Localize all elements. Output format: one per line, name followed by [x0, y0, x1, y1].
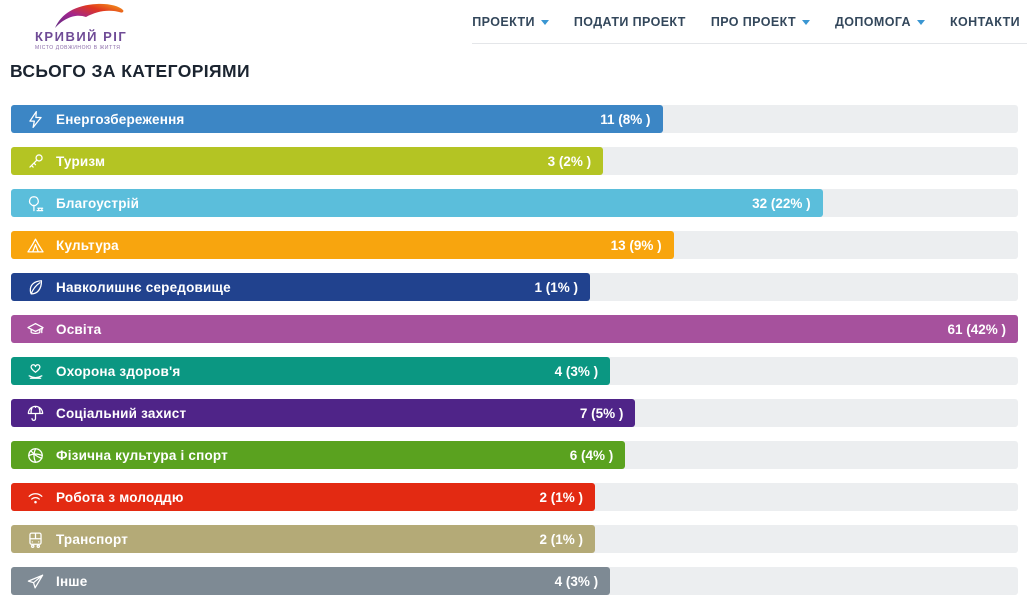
nav-item-about-project[interactable]: ПРО ПРОЕКТ: [711, 15, 810, 29]
wifi-icon: [26, 488, 45, 507]
heart-hand-icon: [26, 362, 45, 381]
category-label: Інше: [56, 573, 88, 589]
category-track-education: Освіта 61 (42% ): [11, 315, 1018, 343]
category-value: 2 (1% ): [539, 489, 584, 505]
category-value: 13 (9% ): [610, 237, 662, 253]
header: КРИВИЙ РІГ МІСТО ДОВЖИНОЮ В ЖИТТЯ ПРОЕКТ…: [0, 0, 1027, 51]
tent-icon: [26, 236, 45, 255]
nav-item-label: ПОДАТИ ПРОЕКТ: [573, 14, 686, 29]
paper-plane-icon: [26, 572, 45, 591]
category-bar-environment[interactable]: Навколишнє середовище 1 (1% ): [11, 273, 591, 301]
category-bar-transport[interactable]: Транспорт 2 (1% ): [11, 525, 596, 553]
category-bar-improvement[interactable]: Благоустрій 32 (22% ): [11, 189, 823, 217]
category-track-youth: Робота з молоддю 2 (1% ): [11, 483, 1018, 511]
logo-tagline: МІСТО ДОВЖИНОЮ В ЖИТТЯ: [35, 45, 121, 51]
category-track-sport: Фізична культура і спорт 6 (4% ): [11, 441, 1018, 469]
category-value: 61 (42% ): [947, 321, 1006, 337]
category-value: 3 (2% ): [547, 153, 592, 169]
category-bar-youth[interactable]: Робота з молоддю 2 (1% ): [11, 483, 596, 511]
nav-item-label: КОНТАКТИ: [949, 14, 1020, 29]
category-track-tourism: Туризм 3 (2% ): [11, 147, 1018, 175]
nav-item-label: ДОПОМОГА: [834, 14, 911, 29]
nav-item-label: ПРОЕКТИ: [472, 14, 535, 29]
category-label: Робота з молоддю: [56, 489, 184, 505]
category-label: Навколишнє середовище: [56, 279, 231, 295]
tree-icon: [26, 194, 45, 213]
category-bar-healthcare[interactable]: Охорона здоров'я 4 (3% ): [11, 357, 611, 385]
category-value: 32 (22% ): [752, 195, 811, 211]
category-track-healthcare: Охорона здоров'я 4 (3% ): [11, 357, 1018, 385]
category-track-other: Інше 4 (3% ): [11, 567, 1018, 595]
tram-icon: [26, 530, 45, 549]
graduation-cap-icon: [26, 320, 45, 339]
nav-item-submit-project[interactable]: ПОДАТИ ПРОЕКТ: [574, 15, 686, 29]
nav-item-contacts[interactable]: КОНТАКТИ: [950, 15, 1020, 29]
category-bar-culture[interactable]: Культура 13 (9% ): [11, 231, 674, 259]
umbrella-icon: [26, 404, 45, 423]
category-track-transport: Транспорт 2 (1% ): [11, 525, 1018, 553]
category-track-environment: Навколишнє середовище 1 (1% ): [11, 273, 1018, 301]
category-label: Освіта: [56, 321, 102, 337]
page-title: ВСЬОГО ЗА КАТЕГОРІЯМИ: [10, 61, 250, 81]
nav-item-label: ПРО ПРОЕКТ: [710, 14, 796, 29]
category-bar-energy-saving[interactable]: Енергозбереження 11 (8% ): [11, 105, 663, 133]
category-bar-social-protection[interactable]: Соціальний захист 7 (5% ): [11, 399, 636, 427]
category-track-social-protection: Соціальний захист 7 (5% ): [11, 399, 1018, 427]
categories-bar-chart: Енергозбереження 11 (8% ) Туризм 3 (2% )…: [0, 82, 1027, 595]
ball-icon: [26, 446, 45, 465]
logo-swoosh-icon: [55, 3, 124, 28]
category-value: 6 (4% ): [569, 447, 614, 463]
category-label: Культура: [56, 237, 119, 253]
city-logo[interactable]: КРИВИЙ РІГ МІСТО ДОВЖИНОЮ В ЖИТТЯ: [35, 2, 235, 51]
category-label: Енергозбереження: [56, 111, 185, 127]
category-label: Фізична культура і спорт: [56, 447, 228, 463]
main-nav: ПРОЕКТИ ПОДАТИ ПРОЕКТ ПРО ПРОЕКТ ДОПОМОГ…: [472, 0, 1027, 44]
chevron-down-icon: [916, 20, 925, 25]
category-track-culture: Культура 13 (9% ): [11, 231, 1018, 259]
category-value: 2 (1% ): [539, 531, 584, 547]
category-track-energy-saving: Енергозбереження 11 (8% ): [11, 105, 1018, 133]
chevron-down-icon: [540, 20, 549, 25]
category-value: 7 (5% ): [579, 405, 624, 421]
category-value: 4 (3% ): [554, 573, 599, 589]
category-track-improvement: Благоустрій 32 (22% ): [11, 189, 1018, 217]
category-value: 11 (8% ): [600, 111, 651, 127]
category-label: Туризм: [56, 153, 106, 169]
category-bar-education[interactable]: Освіта 61 (42% ): [11, 315, 1018, 343]
category-label: Охорона здоров'я: [56, 363, 181, 379]
nav-item-projects[interactable]: ПРОЕКТИ: [472, 15, 549, 29]
category-label: Транспорт: [56, 531, 129, 547]
category-label: Соціальний захист: [56, 405, 187, 421]
category-bar-other[interactable]: Інше 4 (3% ): [11, 567, 611, 595]
key-icon: [26, 152, 45, 171]
leaf-icon: [26, 278, 45, 297]
category-label: Благоустрій: [56, 195, 140, 211]
category-bar-tourism[interactable]: Туризм 3 (2% ): [11, 147, 604, 175]
logo-city-name: КРИВИЙ РІГ: [35, 29, 128, 44]
category-value: 1 (1% ): [534, 279, 579, 295]
lightning-icon: [26, 110, 45, 129]
category-value: 4 (3% ): [554, 363, 599, 379]
chevron-down-icon: [801, 20, 810, 25]
nav-item-help[interactable]: ДОПОМОГА: [835, 15, 925, 29]
category-bar-sport[interactable]: Фізична культура і спорт 6 (4% ): [11, 441, 626, 469]
